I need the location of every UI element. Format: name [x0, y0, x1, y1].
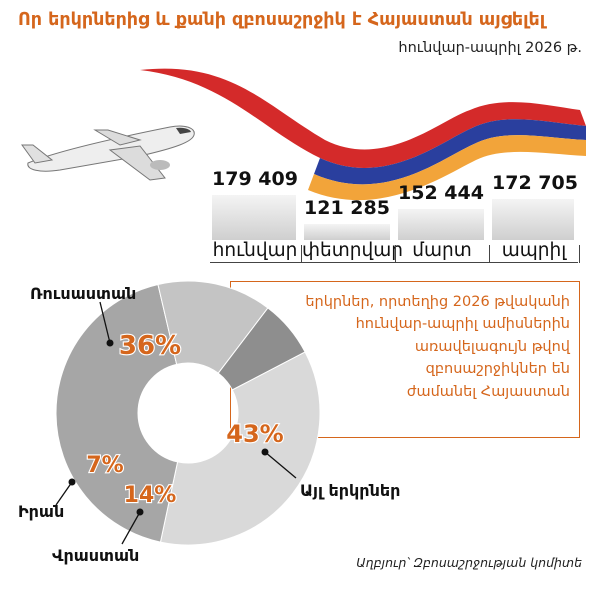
description-text: երկրներ, որտեղից 2026 թվականի հունվար-ապ…	[250, 291, 570, 403]
leader-line	[121, 511, 141, 545]
leader-line	[55, 481, 73, 506]
bar-divider	[395, 245, 396, 263]
page-title: Որ երկրներից և քանի զբոսաշրջիկ է Հայաստա…	[18, 10, 546, 30]
slice-category-label: Իրան	[18, 502, 65, 521]
leader-line	[99, 301, 111, 344]
bar-3	[398, 208, 484, 240]
slice-category-label: Ռուսաստան	[30, 284, 137, 303]
bar-divider	[579, 245, 580, 263]
leader-dot	[106, 339, 114, 347]
airplane-icon	[21, 125, 195, 181]
donut-slice	[157, 280, 269, 374]
bar-category-label: հունվար	[212, 240, 298, 261]
description-line: երկրներ, որտեղից 2026 թվականի	[305, 294, 570, 310]
description-line: հունվար-ապրիլ ամիսներին	[355, 316, 570, 333]
description-line: ժամանել Հայաստան	[406, 383, 570, 400]
bar-divider	[489, 245, 490, 263]
bar-category-label: ապրիլ	[501, 240, 567, 261]
leader-dot	[261, 448, 269, 456]
bar-4	[492, 198, 574, 240]
slice-category-label: Վրաստան	[52, 546, 140, 565]
page-subtitle: հունվար-ապրիլ 2026 թ.	[398, 40, 582, 56]
bar-value-label: 152 444	[398, 181, 484, 204]
bar-value-label: 172 705	[492, 171, 578, 194]
slice-percent-label: 36%	[119, 331, 181, 361]
bar-chart-baseline	[210, 262, 578, 263]
slice-percent-label: 14%	[124, 483, 177, 508]
bar-value-label: 179 409	[212, 168, 298, 191]
donut-slice	[55, 283, 179, 543]
slice-category-label: Այլ երկրներ	[300, 481, 401, 500]
donut-slice	[159, 351, 321, 546]
bar-category-label: փետրվար	[302, 240, 403, 261]
bar-category-label: մարտ	[412, 240, 472, 261]
source-note: Աղբյուր՝ Զբոսաշրջության կոմիտե	[356, 555, 582, 570]
bar-value-label: 121 285	[304, 197, 390, 220]
leader-dot	[68, 478, 76, 486]
leader-dot	[136, 508, 144, 516]
leader-line	[264, 451, 297, 479]
slice-percent-label: 7%	[86, 453, 123, 478]
description-line: առավելագույն թվով	[414, 338, 570, 355]
description-line: զբոսաշրջիկներ են	[425, 361, 570, 378]
bar-2	[304, 224, 390, 240]
bar-1	[212, 195, 296, 240]
donut-slice	[217, 307, 306, 391]
bar-divider	[301, 245, 302, 263]
armenian-flag-ribbon	[140, 68, 586, 201]
slice-percent-label: 43%	[226, 420, 283, 448]
